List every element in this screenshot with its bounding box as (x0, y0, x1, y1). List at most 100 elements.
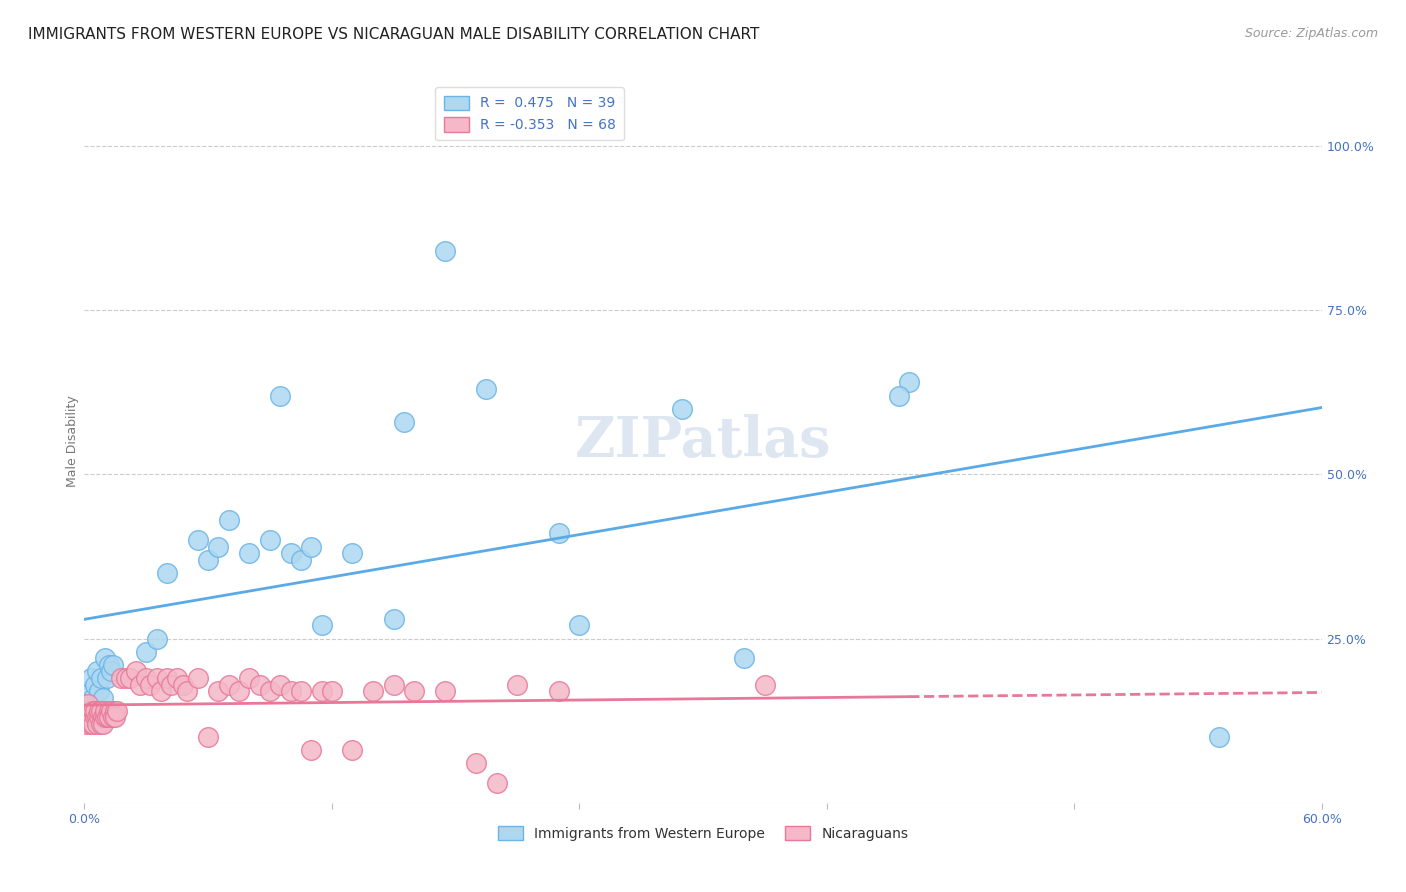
Point (269, 388, 291, 402)
Point (96, 671, 118, 685)
Text: ZIPatlas: ZIPatlas (575, 414, 831, 469)
Point (83, 704, 105, 718)
Point (103, 710, 125, 724)
Point (75, 717, 97, 731)
Point (94, 704, 117, 718)
Point (238, 546, 260, 560)
Point (898, 376, 921, 390)
Point (547, 526, 569, 541)
Point (125, 665, 148, 679)
Point (485, 776, 508, 790)
Point (105, 704, 128, 718)
Point (671, 401, 693, 416)
Point (110, 671, 132, 685)
Point (77, 710, 100, 724)
Point (139, 677, 162, 691)
Point (82, 690, 104, 705)
Point (342, 546, 364, 560)
Point (100, 665, 122, 679)
Point (342, 743, 364, 757)
Point (103, 657, 125, 672)
Point (149, 684, 172, 698)
Point (299, 540, 322, 554)
Point (77, 684, 100, 698)
Point (98, 704, 121, 718)
Point (86, 710, 108, 724)
Point (475, 382, 498, 396)
Point (91, 710, 114, 724)
Point (290, 553, 312, 567)
Point (90, 671, 112, 685)
Y-axis label: Male Disability: Male Disability (66, 396, 79, 487)
Point (465, 756, 488, 771)
Point (100, 704, 122, 718)
Point (79, 671, 101, 685)
Point (83, 677, 105, 691)
Text: IMMIGRANTS FROM WESTERN EUROPE VS NICARAGUAN MALE DISABILITY CORRELATION CHART: IMMIGRANTS FROM WESTERN EUROPE VS NICARA… (28, 27, 759, 42)
Point (321, 684, 343, 698)
Point (392, 415, 415, 429)
Text: Source: ZipAtlas.com: Source: ZipAtlas.com (1244, 27, 1378, 40)
Point (156, 671, 179, 685)
Point (311, 618, 333, 632)
Point (259, 684, 281, 698)
Point (568, 618, 591, 632)
Point (176, 684, 198, 698)
Point (259, 533, 281, 547)
Point (404, 684, 426, 698)
Point (82, 704, 104, 718)
Point (547, 684, 569, 698)
Point (187, 671, 209, 685)
Point (382, 612, 405, 626)
Point (218, 513, 240, 527)
Point (86, 717, 108, 731)
Point (299, 743, 322, 757)
Point (280, 684, 302, 698)
Point (91, 717, 114, 731)
Point (197, 553, 219, 567)
Point (79, 717, 101, 731)
Point (94, 710, 117, 724)
Point (90, 717, 112, 731)
Point (172, 677, 194, 691)
Point (118, 671, 141, 685)
Point (228, 684, 250, 698)
Point (104, 704, 127, 718)
Point (114, 671, 136, 685)
Point (506, 677, 529, 691)
Point (887, 388, 910, 402)
Point (187, 533, 209, 547)
Point (145, 671, 167, 685)
Point (145, 632, 167, 646)
Point (1208, 730, 1230, 744)
Point (207, 684, 229, 698)
Legend: Immigrants from Western Europe, Nicaraguans: Immigrants from Western Europe, Nicaragu… (492, 821, 914, 847)
Point (98, 710, 121, 724)
Point (75, 704, 97, 718)
Point (290, 684, 312, 698)
Point (733, 651, 755, 665)
Point (238, 671, 260, 685)
Point (91, 690, 114, 705)
Point (82, 717, 104, 731)
Point (98, 657, 121, 672)
Point (280, 546, 302, 560)
Point (197, 730, 219, 744)
Point (129, 677, 152, 691)
Point (218, 677, 240, 691)
Point (311, 684, 333, 698)
Point (75, 710, 97, 724)
Point (86, 665, 108, 679)
Point (77, 698, 100, 712)
Point (382, 677, 405, 691)
Point (249, 677, 271, 691)
Point (269, 677, 291, 691)
Point (361, 684, 384, 698)
Point (90, 704, 112, 718)
Point (83, 710, 105, 724)
Point (79, 710, 101, 724)
Point (207, 540, 229, 554)
Point (434, 684, 457, 698)
Point (77, 704, 100, 718)
Point (87, 684, 110, 698)
